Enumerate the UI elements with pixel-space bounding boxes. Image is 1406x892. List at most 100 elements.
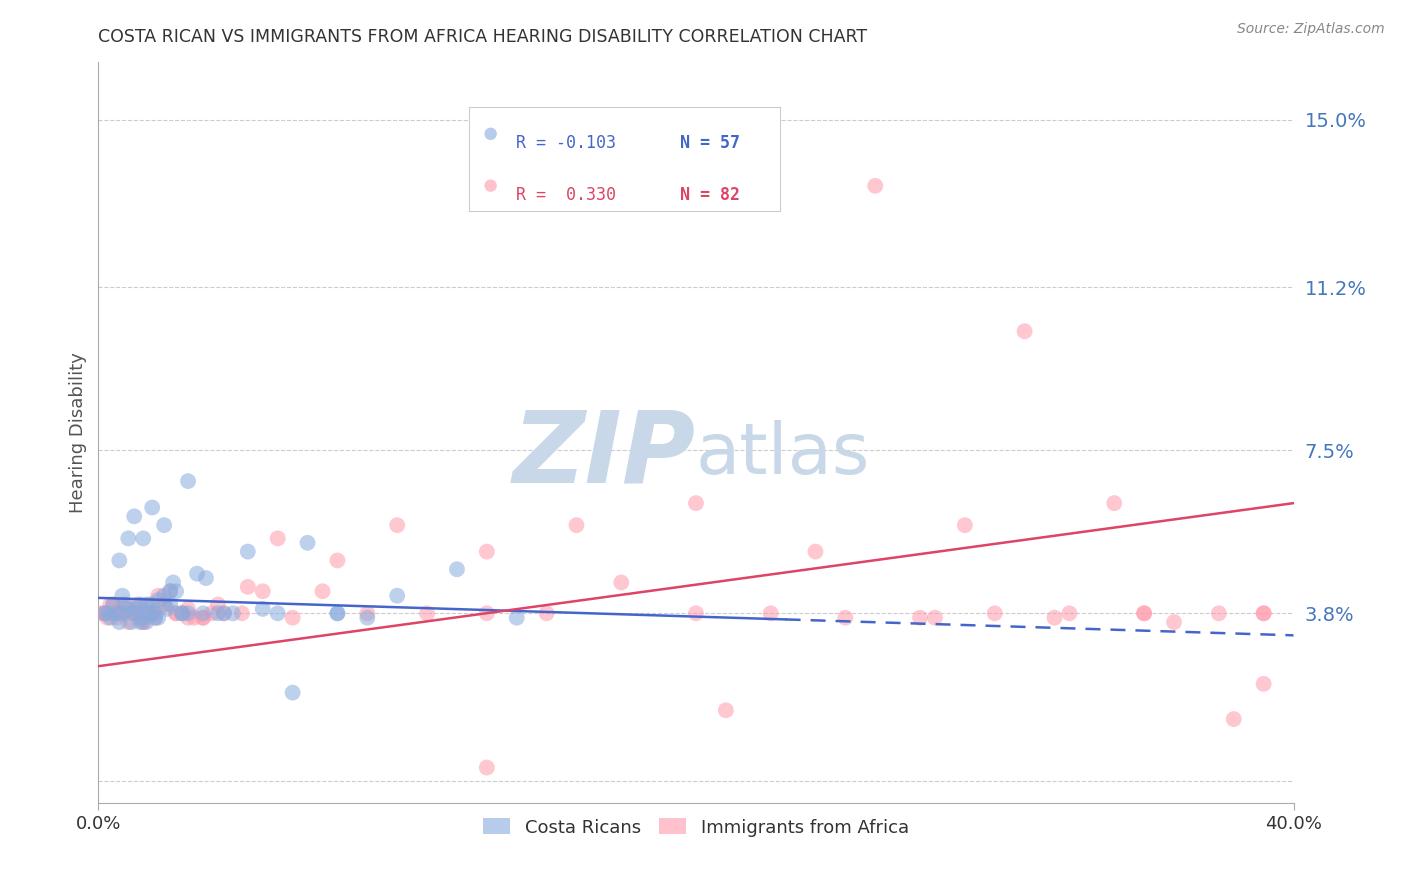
Point (135, 615, 157, 629)
Point (148, 593, 170, 607)
Point (475, 607, 498, 621)
Point (297, 536, 319, 550)
Point (153, 598, 176, 612)
Point (685, 496, 707, 510)
Point (1223, 712, 1246, 726)
Point (231, 607, 253, 621)
Point (1253, 677, 1275, 691)
Point (132, 532, 155, 546)
Point (326, 553, 349, 567)
Point (1208, 607, 1230, 621)
Point (252, 602, 274, 616)
Point (165, 607, 187, 621)
Point (132, 615, 155, 629)
Point (111, 607, 134, 621)
Point (385, 518, 409, 533)
Point (1253, 607, 1275, 621)
Point (117, 602, 139, 616)
Point (1104, 496, 1126, 510)
Point (385, 589, 409, 603)
Point (159, 584, 181, 599)
Point (143, 611, 166, 625)
Point (195, 571, 218, 585)
Text: atlas: atlas (696, 420, 870, 490)
Point (165, 584, 187, 599)
Point (135, 607, 157, 621)
Text: Source: ZipAtlas.com: Source: ZipAtlas.com (1237, 22, 1385, 37)
Point (475, 544, 498, 558)
Point (953, 518, 976, 533)
Point (141, 607, 163, 621)
Point (120, 607, 142, 621)
Point (93, 607, 115, 621)
Point (93, 607, 115, 621)
Text: COSTA RICAN VS IMMIGRANTS FROM AFRICA HEARING DISABILITY CORRELATION CHART: COSTA RICAN VS IMMIGRANTS FROM AFRICA HE… (98, 28, 868, 45)
Point (141, 500, 163, 515)
Point (281, 611, 304, 625)
Point (127, 602, 149, 616)
Point (172, 607, 194, 621)
Point (114, 598, 136, 612)
Point (267, 532, 290, 546)
Point (191, 607, 214, 621)
Point (252, 584, 274, 599)
Point (127, 598, 149, 612)
Point (117, 532, 139, 546)
Point (105, 611, 128, 625)
Point (326, 607, 349, 621)
Point (1253, 607, 1275, 621)
Point (281, 685, 304, 699)
Point (108, 607, 131, 621)
Point (191, 611, 214, 625)
Point (326, 607, 349, 621)
Point (135, 598, 157, 612)
Point (834, 611, 856, 625)
Point (236, 544, 259, 558)
Point (111, 589, 134, 603)
Point (177, 611, 200, 625)
Point (685, 607, 707, 621)
Legend: Costa Ricans, Immigrants from Africa: Costa Ricans, Immigrants from Africa (474, 809, 918, 846)
Point (143, 607, 166, 621)
Point (212, 607, 235, 621)
Point (186, 566, 208, 581)
Point (177, 602, 200, 616)
Point (124, 607, 146, 621)
Point (536, 607, 558, 621)
Point (141, 598, 163, 612)
Point (159, 598, 181, 612)
Point (98, 598, 122, 612)
Point (148, 589, 170, 603)
Point (207, 598, 229, 612)
Point (148, 611, 170, 625)
Point (96, 611, 118, 625)
Point (108, 615, 131, 629)
Y-axis label: Hearing Disability: Hearing Disability (69, 352, 87, 513)
Point (143, 611, 166, 625)
Point (117, 615, 139, 629)
Point (103, 607, 125, 621)
Point (124, 509, 146, 524)
Point (129, 598, 152, 612)
Point (172, 607, 194, 621)
Point (165, 607, 187, 621)
Point (124, 602, 146, 616)
Point (714, 703, 737, 717)
Point (138, 598, 160, 612)
Point (1014, 324, 1036, 338)
Point (222, 607, 245, 621)
Point (212, 607, 235, 621)
Point (191, 611, 214, 625)
Point (416, 607, 439, 621)
Point (1133, 607, 1156, 621)
Point (120, 615, 142, 629)
Point (183, 611, 205, 625)
Point (159, 584, 181, 599)
Point (356, 607, 378, 621)
Point (356, 611, 378, 625)
Point (111, 607, 134, 621)
Point (865, 178, 887, 193)
Point (1133, 607, 1156, 621)
Point (96, 607, 118, 621)
Point (804, 544, 827, 558)
